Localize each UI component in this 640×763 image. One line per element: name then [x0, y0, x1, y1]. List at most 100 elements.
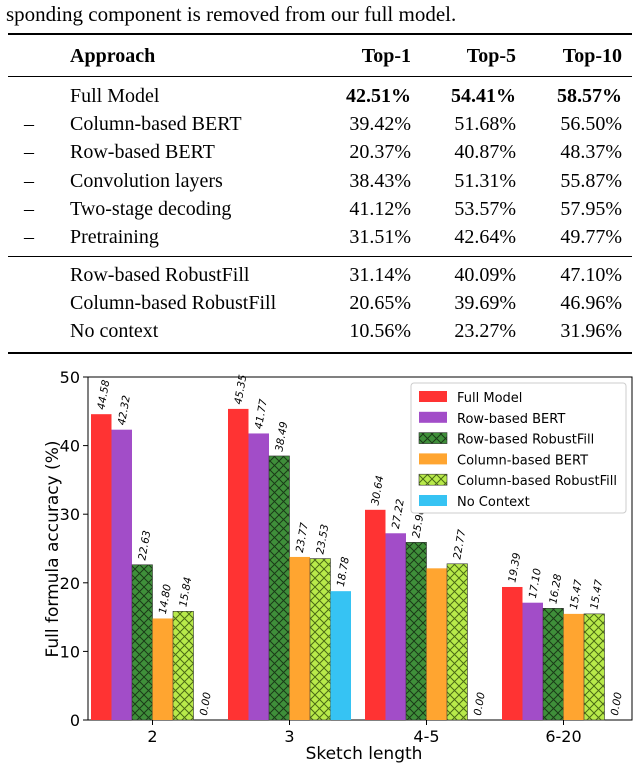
bar-value-label: 15.47: [568, 578, 585, 610]
bar-value-label: 30.64: [369, 475, 386, 507]
table-row-approach: Column-based BERT: [70, 113, 242, 136]
table-cell-value: 42.64%: [454, 226, 516, 248]
table-cell-value: 46.96%: [560, 292, 622, 315]
legend-swatch: [419, 391, 447, 402]
table-caption: sponding component is removed from our f…: [6, 2, 457, 26]
bar-value-label: 17.10: [527, 567, 544, 599]
table-cell-value: 39.69%: [454, 292, 516, 315]
ablation-dash: –: [24, 169, 34, 192]
column-header-top5: Top-5: [466, 45, 516, 67]
bar: [330, 591, 351, 720]
bar-value-label: 41.77: [253, 398, 270, 430]
bar-value-label: 18.78: [335, 556, 352, 588]
x-axis-label: Sketch length: [306, 744, 423, 763]
table-cell-value: 53.57%: [454, 197, 516, 220]
legend-swatch: [418, 432, 448, 444]
bar: [385, 533, 406, 720]
bar: [446, 563, 468, 721]
bar: [172, 611, 194, 721]
table-row-approach: Column-based RobustFill: [70, 292, 277, 315]
table-cell-value: 31.96%: [560, 320, 622, 343]
bar-value-label: 14.80: [157, 583, 174, 615]
accuracy-bar-chart: 0 10 20 30 40 50 44.58 42.32 22.63 14.80 15.84 0.00…: [43, 368, 633, 763]
legend-label: No Context: [457, 495, 530, 510]
y-axis-label: Full formula accuracy (%): [43, 441, 63, 658]
bar: [91, 414, 112, 720]
x-tick-label: 2: [147, 727, 157, 746]
bar: [248, 433, 269, 720]
table-cell-value: 54.41%: [451, 85, 516, 107]
bar-value-label: 19.39: [506, 552, 523, 584]
legend-label: Row-based BERT: [457, 412, 565, 427]
legend-swatch: [419, 495, 447, 506]
column-header-top10: Top-10: [562, 45, 622, 67]
bar: [365, 509, 386, 720]
bar-value-label: 23.77: [294, 521, 311, 553]
plot-frame: [87, 376, 633, 721]
x-tick-label: 6-20: [545, 727, 581, 746]
bar: [502, 586, 523, 720]
x-tick-label: 4-5: [413, 727, 439, 746]
table-row-approach: Convolution layers: [70, 169, 223, 192]
legend-swatch: [419, 453, 447, 465]
legend-box: [410, 382, 627, 514]
bar: [152, 618, 173, 720]
bar: [563, 613, 584, 720]
table-cell-value: 23.27%: [454, 320, 516, 343]
table-header-rule: [8, 76, 632, 77]
table-cell-value: 38.43%: [349, 169, 411, 192]
table-row-approach: Row-based BERT: [70, 141, 215, 164]
table-bottom-rule: [8, 352, 632, 354]
bar-value-label: 23.53: [314, 523, 331, 555]
bar-value-label: 22.63: [136, 530, 153, 562]
table-cell-value: 42.51%: [346, 85, 411, 107]
bar-value-label: 16.28: [547, 573, 564, 605]
bar-value-label: 42.32: [116, 394, 133, 426]
column-header-approach: Approach: [70, 45, 156, 67]
legend-swatch: [419, 411, 447, 423]
legend-label: Row-based RobustFill: [457, 433, 594, 448]
bar-value-label: 27.22: [390, 498, 407, 530]
bar: [289, 556, 310, 720]
table-cell-value: 58.57%: [557, 85, 622, 107]
bar: [268, 455, 290, 721]
table-row-approach: Full Model: [70, 85, 160, 107]
y-tick-label: 0: [70, 711, 80, 730]
table-cell-value: 40.09%: [454, 264, 516, 286]
table-cell-value: 10.56%: [349, 320, 411, 343]
ablation-dash: –: [24, 113, 34, 136]
bar-value-label: 15.84: [177, 576, 194, 608]
table-cell-value: 57.95%: [560, 197, 622, 220]
bar: [583, 613, 605, 721]
table-row-approach: Two-stage decoding: [70, 197, 232, 220]
ablation-dash: –: [24, 226, 34, 248]
table-cell-value: 31.14%: [349, 264, 411, 286]
table-cell-value: 20.37%: [349, 141, 411, 164]
bar: [542, 608, 564, 721]
bar-value-label: 15.47: [588, 578, 605, 610]
table-group-rule: [8, 256, 632, 257]
y-tick-label: 30: [60, 505, 80, 524]
bar: [405, 542, 427, 721]
legend-label: Column-based BERT: [457, 453, 588, 468]
bar-value-label: 25.90: [410, 507, 427, 539]
table-top-rule: [8, 33, 632, 35]
bar: [426, 568, 447, 720]
table-cell-value: 49.77%: [560, 226, 622, 248]
table-cell-value: 47.10%: [560, 264, 622, 286]
y-tick-label: 20: [60, 574, 80, 593]
table-row-approach: Row-based RobustFill: [70, 264, 250, 286]
legend-swatch: [418, 473, 448, 486]
bar-value-label: 0.00: [198, 691, 214, 716]
table-cell-value: 51.68%: [454, 113, 516, 136]
bar: [522, 602, 543, 720]
ablation-dash: –: [24, 197, 34, 220]
table-cell-value: 31.51%: [349, 226, 411, 248]
table-cell-value: 20.65%: [349, 292, 411, 315]
x-tick-label: 3: [284, 727, 294, 746]
table-row-approach: No context: [70, 320, 159, 343]
bar-value-label: 0.00: [472, 691, 488, 716]
table-row-approach: Pretraining: [70, 226, 159, 248]
bar-value-label: 44.58: [95, 379, 112, 411]
table-cell-value: 48.37%: [560, 141, 622, 164]
